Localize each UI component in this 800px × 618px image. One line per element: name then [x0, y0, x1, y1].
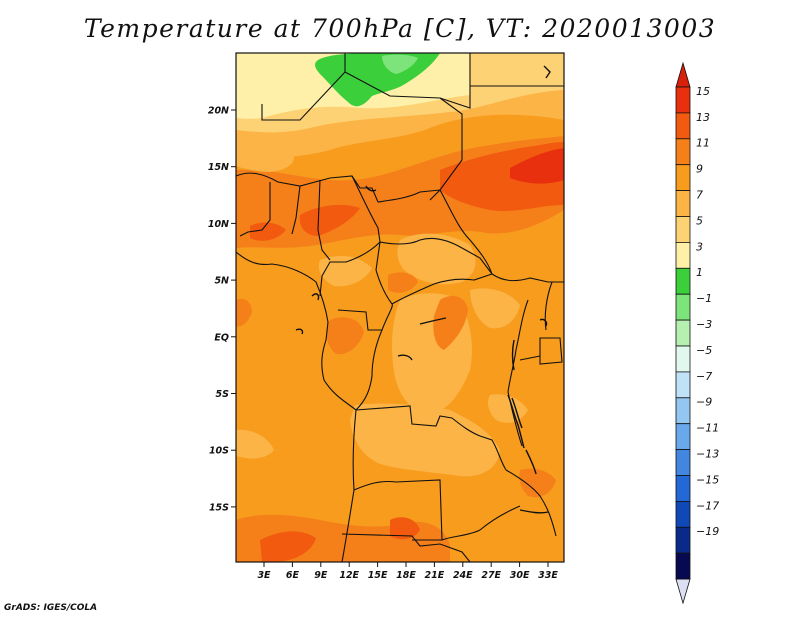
colorbar-label: −11 [696, 422, 719, 435]
colorbar-swatch [675, 552, 691, 580]
colorbar-swatch [675, 423, 691, 451]
colorbar-label: −5 [696, 344, 712, 357]
lon-tick-label: 6E [286, 570, 300, 581]
lat-tick-label: 15N [208, 162, 229, 173]
plot-frame [235, 52, 565, 563]
colorbar-swatch [675, 138, 691, 166]
lat-tick-label: 10N [208, 219, 229, 230]
latitude-axis: 20N 15N 10N 5N EQ 5S 10S 15S [208, 106, 236, 513]
colorbar-label: −1 [696, 292, 712, 305]
lat-tick-label: 20N [208, 106, 229, 117]
lon-tick-label: 30E [510, 570, 530, 581]
colorbar-label: 15 [696, 85, 710, 98]
colorbar-swatch [675, 216, 691, 243]
lon-tick-label: 27E [481, 570, 501, 581]
lon-tick-label: 12E [339, 570, 359, 581]
colorbar-swatch [675, 164, 691, 191]
colorbar-swatch [675, 475, 691, 502]
colorbar-label: −9 [696, 396, 712, 409]
colorbar-swatch [675, 319, 691, 347]
colorbar-over-arrow [675, 61, 691, 88]
colorbar-label: 9 [696, 163, 703, 176]
colorbar-swatch [675, 86, 691, 114]
colorbar-label: 11 [696, 137, 710, 150]
colorbar-swatch [675, 371, 691, 399]
colorbar-label: −17 [696, 499, 719, 512]
lon-tick-label: 33E [538, 570, 558, 581]
lon-tick-label: 3E [257, 570, 271, 581]
colorbar-swatch [675, 293, 691, 321]
lat-tick-label: 10S [209, 446, 229, 457]
colorbar-label: 13 [696, 111, 710, 124]
colorbar: 15 13 11 9 7 5 3 1 −1 −3 −5 −7 −9 −11 −13 −15 −17 −19 [675, 61, 719, 605]
colorbar-swatch [675, 449, 691, 476]
colorbar-swatch [675, 345, 691, 373]
colorbar-swatch [675, 241, 691, 269]
lat-tick-label: EQ [214, 332, 229, 343]
temperature-field [236, 53, 564, 562]
colorbar-swatch [675, 112, 691, 140]
lon-tick-label: 9E [314, 570, 328, 581]
longitude-axis: 3E 6E 9E 12E 15E 18E 21E 24E 27E 30E 33E [257, 562, 558, 581]
colorbar-label: 1 [696, 266, 703, 279]
colorbar-label: −19 [696, 525, 719, 538]
colorbar-under-arrow [675, 578, 691, 605]
colorbar-swatch [675, 526, 691, 554]
colorbar-swatch [675, 190, 691, 217]
colorbar-label: −7 [696, 370, 712, 383]
lon-tick-label: 18E [396, 570, 416, 581]
colorbar-label: −3 [696, 318, 712, 331]
grads-credit: GrADS: IGES/COLA [4, 603, 98, 613]
lon-tick-label: 21E [425, 570, 445, 581]
colorbar-label: −13 [696, 448, 719, 461]
lat-tick-label: 15S [209, 502, 229, 513]
colorbar-label: 7 [696, 189, 703, 202]
lakes [295, 65, 551, 514]
colorbar-label: −15 [696, 473, 719, 486]
lat-tick-label: 5N [214, 276, 229, 287]
colorbar-swatch [675, 397, 691, 425]
lon-tick-label: 15E [368, 570, 388, 581]
lat-tick-label: 5S [216, 389, 230, 400]
colorbar-swatch [675, 500, 691, 528]
lon-tick-label: 24E [453, 570, 473, 581]
colorbar-swatch [675, 267, 691, 295]
colorbar-label: 3 [696, 240, 703, 253]
map-title: Temperature at 700hPa [C], VT: 202001300… [83, 14, 717, 43]
colorbar-label: 5 [696, 214, 703, 227]
country-borders [236, 53, 564, 562]
